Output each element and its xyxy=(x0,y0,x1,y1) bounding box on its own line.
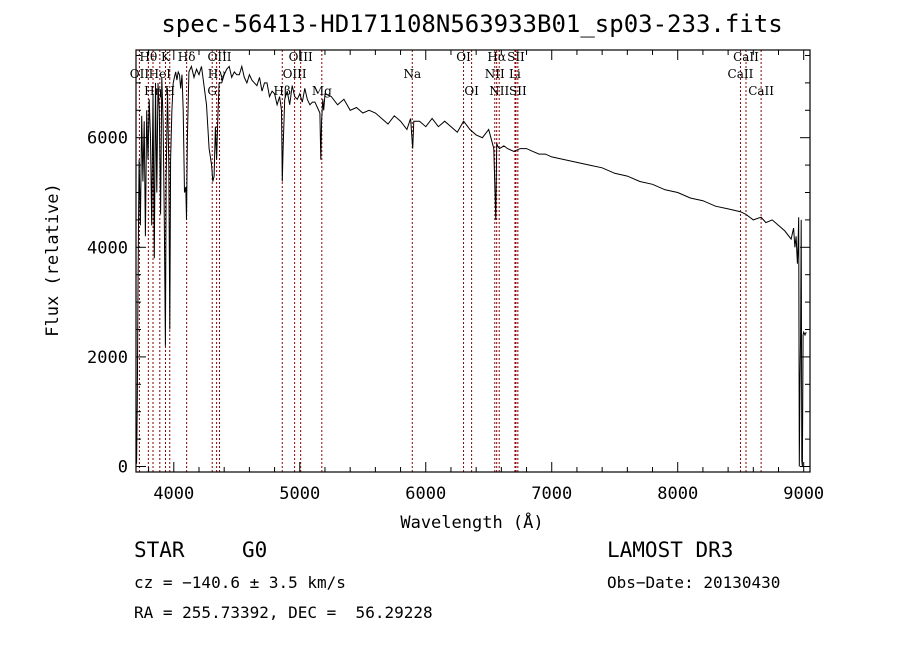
plot-frame xyxy=(135,49,811,473)
object-class: STAR xyxy=(134,538,185,562)
line-label: OII xyxy=(130,67,150,81)
y-axis: 0 2000 4000 6000 xyxy=(87,54,810,478)
y-tick-label: 6000 xyxy=(87,129,128,149)
line-label: H xyxy=(165,84,175,98)
line-label: Li xyxy=(509,67,521,81)
line-label: CaII xyxy=(748,84,774,98)
line-label: HeI xyxy=(149,67,172,81)
line-label: NII xyxy=(489,84,509,98)
coordinates: RA = 255.73392, DEC = 56.29228 xyxy=(134,603,433,622)
line-label: CaII xyxy=(733,50,759,64)
line-label: G xyxy=(207,84,217,98)
line-label: OI xyxy=(456,50,471,64)
spectrum-series xyxy=(135,64,807,467)
x-tick-label: 8000 xyxy=(657,484,698,504)
object-subclass: G0 xyxy=(242,538,268,562)
line-label: OIII xyxy=(283,67,307,81)
x-axis-label: Wavelength (Å) xyxy=(400,511,543,533)
x-axis: 4000 5000 6000 7000 8000 9000 xyxy=(148,50,824,504)
line-label: Na xyxy=(403,67,421,81)
observation-date: Obs−Date: 20130430 xyxy=(607,573,781,592)
line-label: OI xyxy=(464,84,479,98)
x-tick-label: 4000 xyxy=(153,484,194,504)
line-label: Hγ xyxy=(208,67,226,81)
y-tick-label: 2000 xyxy=(87,348,128,368)
line-label: Hα xyxy=(487,50,506,64)
y-axis-label: Flux (relative) xyxy=(43,183,63,337)
line-label: Hθ xyxy=(139,50,157,64)
y-tick-label: 0 xyxy=(118,458,128,478)
line-label: OIII xyxy=(207,50,231,64)
line-markers xyxy=(138,50,762,472)
line-label: NII xyxy=(485,67,505,81)
line-label: K xyxy=(161,50,171,64)
line-label: SII xyxy=(507,50,525,64)
chart-title: spec-56413-HD171108N563933B01_sp03-233.f… xyxy=(161,10,782,38)
x-tick-label: 6000 xyxy=(405,484,446,504)
line-label: CaII xyxy=(728,67,754,81)
x-tick-label: 7000 xyxy=(531,484,572,504)
x-tick-label: 9000 xyxy=(783,484,824,504)
y-tick-label: 4000 xyxy=(87,238,128,258)
x-tick-label: 5000 xyxy=(279,484,320,504)
survey-name: LAMOST DR3 xyxy=(607,538,734,562)
redshift-cz: cz = −140.6 ± 3.5 km/s xyxy=(134,573,346,592)
line-label: OIII xyxy=(289,50,313,64)
line-label: Hδ xyxy=(178,50,196,64)
line-label: SII xyxy=(509,84,527,98)
